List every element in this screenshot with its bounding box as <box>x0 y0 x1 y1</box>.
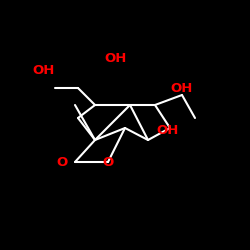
Text: OH: OH <box>33 64 55 76</box>
Text: OH: OH <box>105 52 127 64</box>
Text: O: O <box>56 156 68 170</box>
Text: OH: OH <box>171 82 193 94</box>
Text: O: O <box>102 156 114 170</box>
Text: OH: OH <box>157 124 179 136</box>
